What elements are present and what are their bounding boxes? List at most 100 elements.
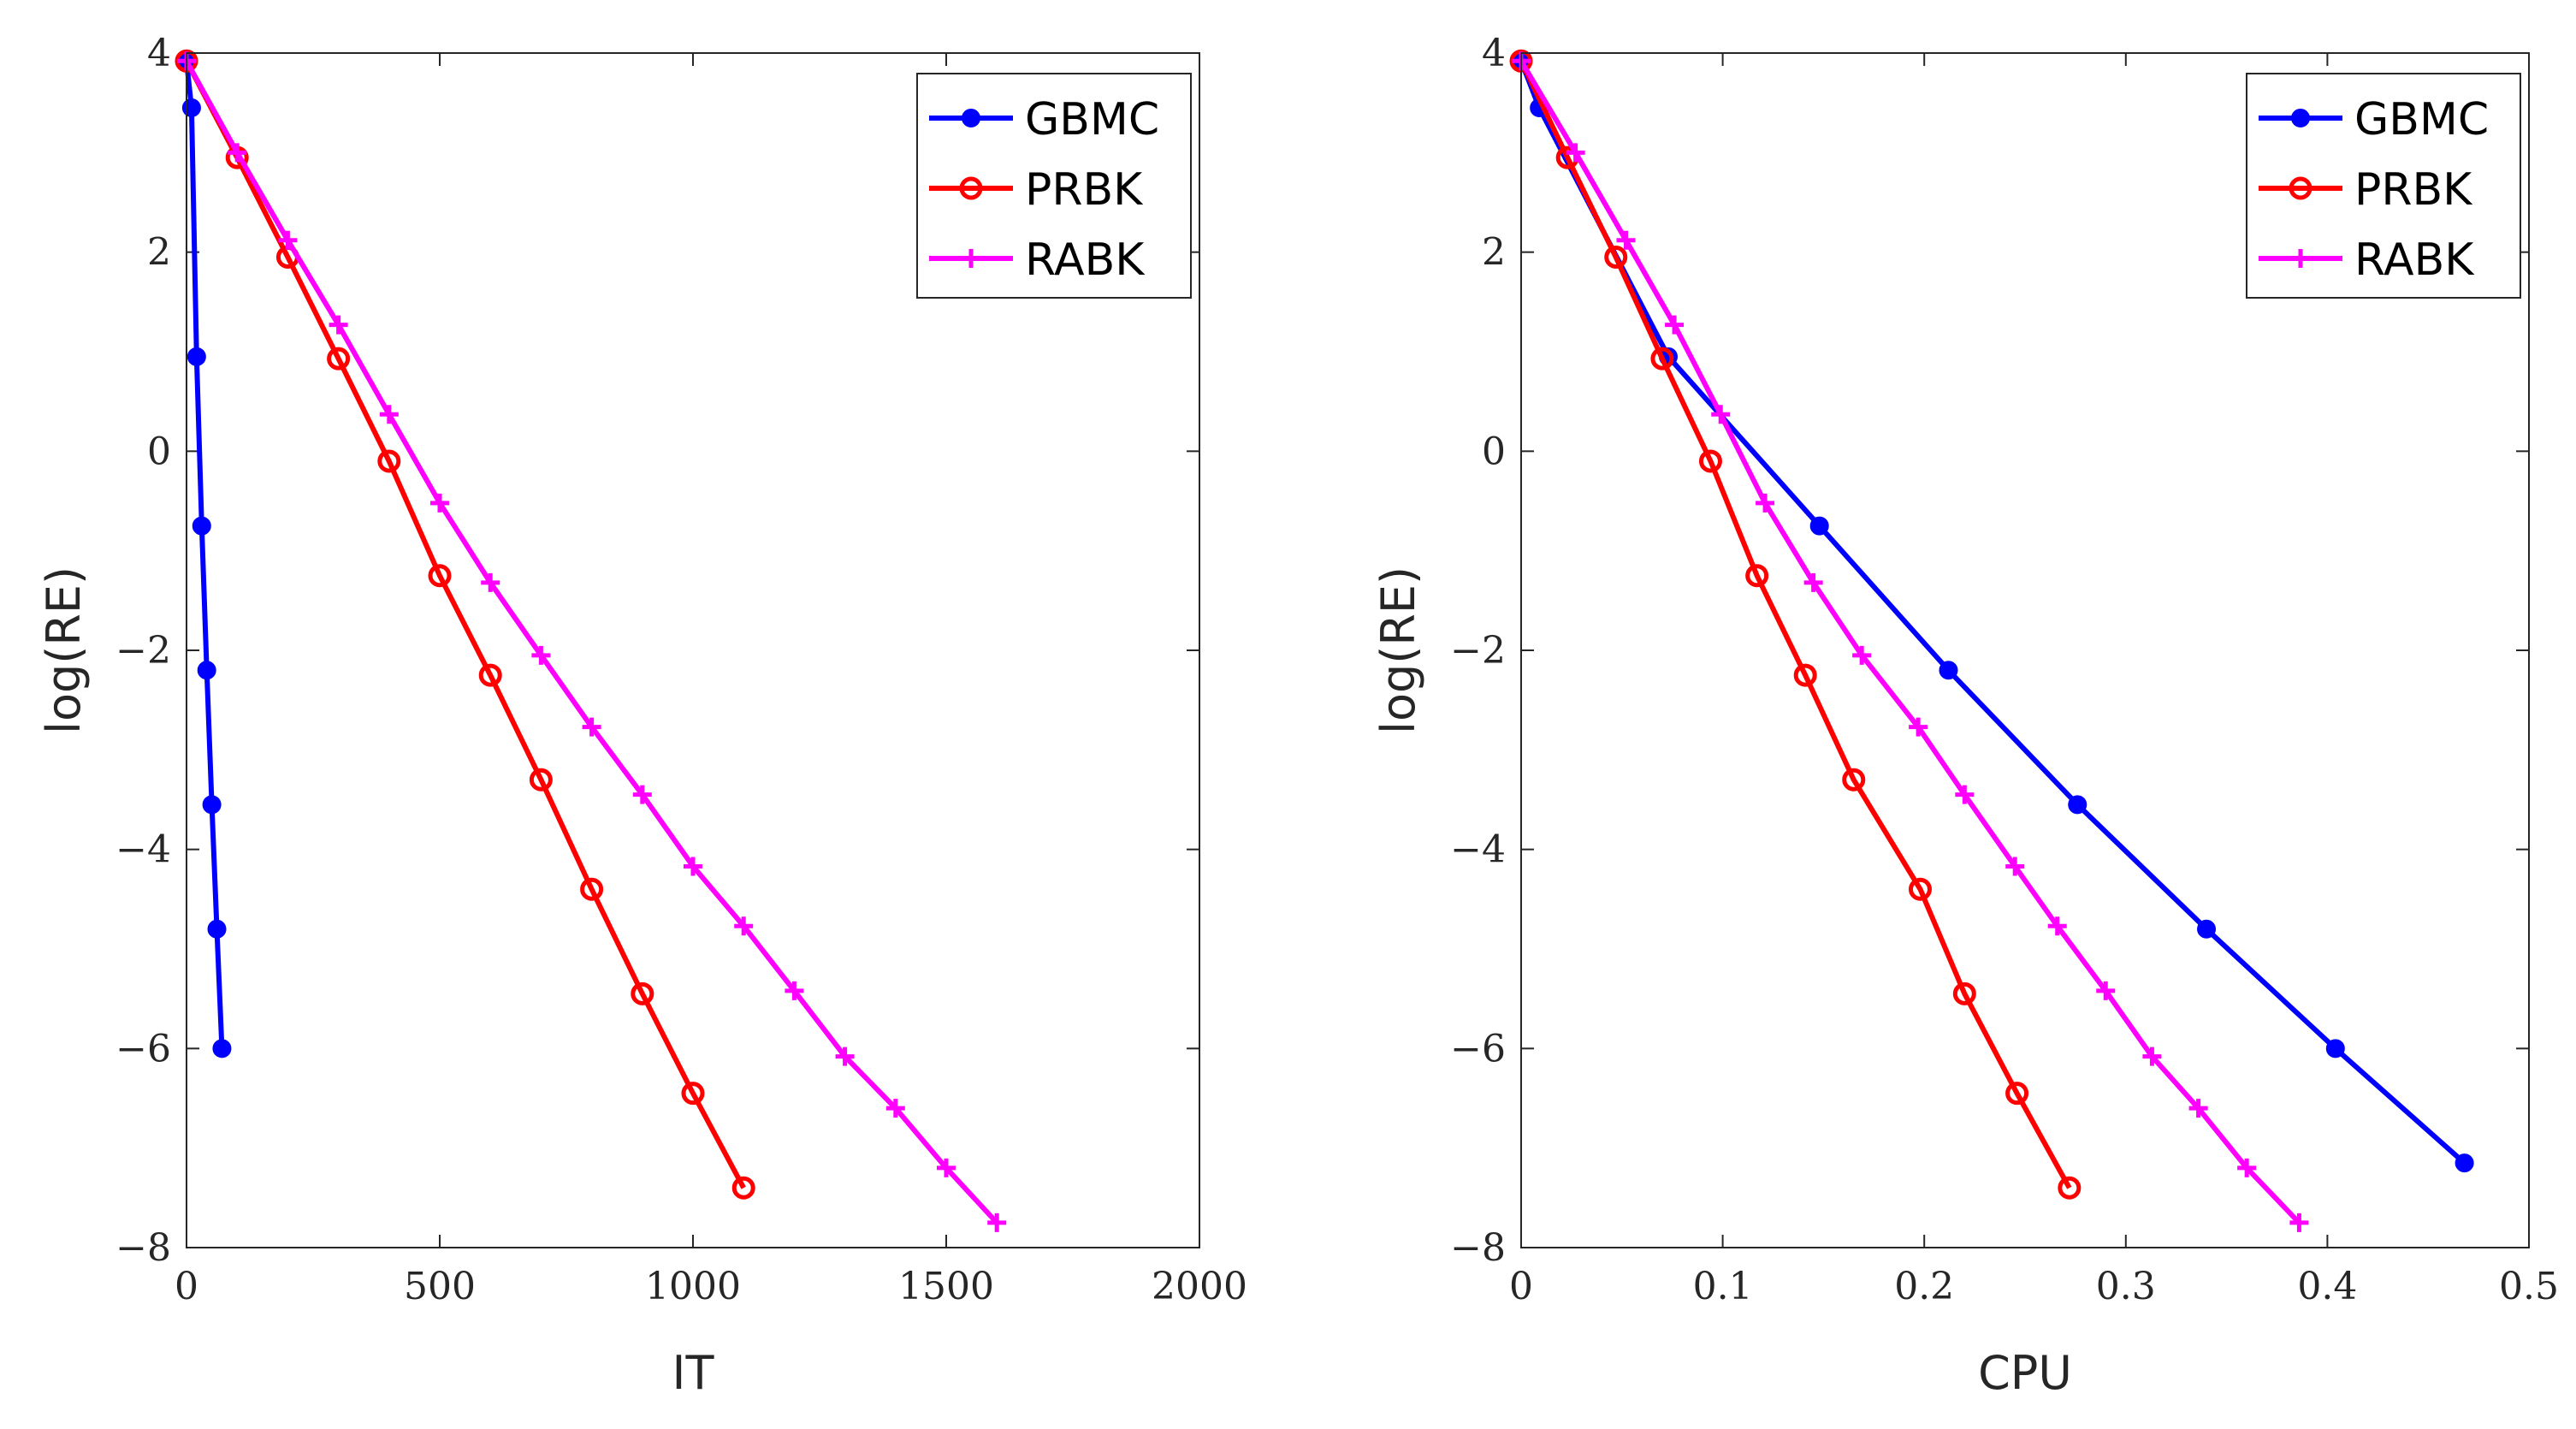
chart-iterations: 420−2−4−6−80 500 1000 1500 2000ITlog(RE)GBMC…: [37, 32, 1247, 1400]
legend-marker: [959, 176, 983, 200]
x-tick-label: 0.2: [1894, 1265, 1954, 1308]
data-point-rabk: [684, 857, 702, 876]
data-point-rabk: [1909, 717, 1928, 737]
x-tick-label: 2000: [1152, 1265, 1247, 1308]
y-tick-label: 0: [147, 430, 171, 473]
data-point-prbk: [327, 347, 351, 371]
legend-marker: [2289, 176, 2312, 200]
data-point-prbk: [731, 1176, 755, 1200]
data-point-rabk: [2096, 981, 2116, 1000]
data-point-rabk: [2047, 916, 2067, 936]
y-tick-label: 4: [147, 32, 171, 75]
legend-entry-prbk: PRBK: [2259, 164, 2473, 216]
data-point-prbk: [478, 663, 502, 687]
legend-entry-prbk: PRBK: [929, 164, 1144, 216]
data-point-rabk: [379, 405, 399, 424]
data-point-gbmc: [2197, 919, 2217, 939]
legend-label: RABK: [1025, 234, 1146, 286]
x-axis-label: CPU: [1978, 1346, 2072, 1400]
y-tick-label: −4: [115, 828, 171, 872]
data-point-rabk: [278, 230, 298, 250]
y-tick-label: 0: [1482, 430, 1506, 473]
data-point-gbmc: [212, 1039, 232, 1058]
data-point-gbmc: [1939, 661, 1958, 680]
legend-marker: [2291, 249, 2310, 268]
y-axis-label: log(RE): [37, 566, 91, 734]
data-point-rabk: [329, 315, 348, 335]
data-point-rabk: [2142, 1047, 2162, 1066]
data-point-gbmc: [207, 919, 227, 939]
data-point-prbk: [1842, 768, 1866, 792]
data-point-prbk: [1952, 981, 1976, 1005]
data-point-prbk: [1650, 347, 1674, 371]
data-point-gbmc: [2455, 1153, 2474, 1173]
y-tick-label: −2: [1450, 629, 1506, 673]
data-point-rabk: [835, 1047, 855, 1066]
x-tick-label: 0: [175, 1265, 198, 1308]
y-tick-label: −8: [1450, 1226, 1506, 1270]
x-tick-label: 0.4: [2297, 1265, 2357, 1308]
data-point-rabk: [2005, 857, 2025, 876]
legend-label: PRBK: [1025, 164, 1144, 216]
data-point-gbmc: [202, 795, 222, 815]
y-tick-label: 4: [1482, 32, 1506, 75]
y-axis-label: log(RE): [1371, 566, 1425, 734]
data-point-rabk: [785, 981, 804, 1000]
axes-box: [1520, 52, 2530, 1248]
y-tick-label: 2: [147, 231, 171, 275]
axes-box: [186, 52, 1200, 1248]
y-tick-label: −8: [115, 1226, 171, 1270]
data-point-prbk: [377, 449, 401, 473]
legend-label: GBMC: [2354, 94, 2489, 145]
legend-entry-rabk: RABK: [2259, 234, 2475, 286]
legend-marker: [2291, 109, 2310, 127]
data-point-gbmc: [2068, 795, 2087, 815]
data-point-prbk: [681, 1082, 705, 1106]
data-point-gbmc: [1809, 516, 1829, 536]
series-line-prbk: [1519, 60, 2072, 1189]
y-tick-label: −4: [1450, 828, 1506, 872]
data-point-gbmc: [2325, 1039, 2345, 1058]
data-point-rabk: [1756, 493, 1775, 513]
x-tick-label: 0.1: [1693, 1265, 1753, 1308]
data-point-gbmc: [187, 347, 206, 366]
data-point-rabk: [228, 143, 247, 163]
data-point-rabk: [481, 572, 500, 592]
data-point-rabk: [2289, 1213, 2309, 1232]
data-point-prbk: [631, 981, 654, 1005]
series-gbmc: [177, 51, 232, 1058]
data-point-rabk: [987, 1213, 1007, 1232]
data-point-prbk: [580, 877, 604, 901]
data-point-prbk: [1745, 564, 1769, 588]
data-point-prbk: [529, 768, 553, 792]
y-tick-label: 2: [1482, 231, 1506, 275]
data-point-gbmc: [192, 516, 211, 536]
x-tick-label: 0.5: [2499, 1265, 2559, 1308]
y-tick-label: −6: [1450, 1027, 1506, 1070]
data-point-rabk: [531, 645, 551, 665]
data-point-rabk: [1955, 785, 1975, 804]
y-tick-label: −6: [115, 1027, 171, 1070]
data-point-prbk: [1604, 245, 1628, 269]
chart-cpu-time: 420−2−4−6−80 0.1 0.2 0.3 0.4 0.5CPUlog(RE)GBM…: [1371, 32, 2559, 1400]
legend-entry-rabk: RABK: [929, 234, 1146, 286]
legend-entry-gbmc: GBMC: [929, 94, 1159, 145]
data-point-rabk: [1665, 315, 1685, 335]
data-point-rabk: [1616, 230, 1636, 250]
y-tick-label: −2: [115, 629, 171, 673]
data-point-rabk: [1803, 572, 1823, 592]
data-point-rabk: [734, 916, 754, 936]
data-point-rabk: [632, 785, 652, 804]
x-axis-label: IT: [672, 1346, 715, 1400]
data-point-rabk: [430, 493, 449, 513]
legend-label: GBMC: [1025, 94, 1159, 145]
data-point-prbk: [1793, 663, 1817, 687]
data-point-rabk: [2188, 1099, 2208, 1118]
legend-label: RABK: [2354, 234, 2475, 286]
legend-label: PRBK: [2354, 164, 2473, 216]
legend-marker: [962, 249, 980, 268]
data-point-gbmc: [181, 98, 201, 117]
x-tick-label: 1500: [898, 1265, 994, 1308]
legend: GBMC PRBK RABK: [2246, 73, 2521, 299]
